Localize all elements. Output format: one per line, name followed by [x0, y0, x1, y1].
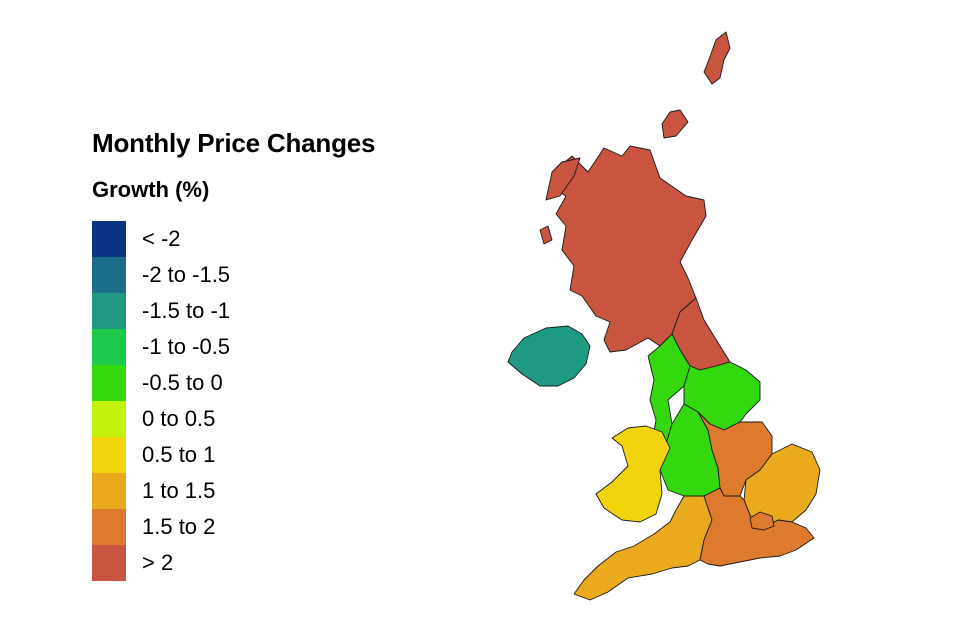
legend-label: 1.5 to 2 — [142, 514, 216, 539]
map-legend: Monthly Price Changes Growth (%) < -2 -2… — [92, 128, 376, 581]
legend-item: 1 to 1.5 — [92, 473, 375, 509]
region-scotland — [545, 157, 581, 201]
legend-title: Monthly Price Changes — [92, 128, 376, 158]
uk-regions-map — [507, 31, 821, 601]
region-northern-ireland — [507, 325, 591, 387]
region-scotland — [661, 109, 689, 139]
legend-swatch — [92, 221, 126, 257]
legend-swatch — [92, 473, 126, 509]
legend-item: -0.5 to 0 — [92, 365, 375, 401]
legend-label: 0.5 to 1 — [142, 442, 216, 467]
region-scotland — [539, 225, 553, 245]
legend-swatch — [92, 257, 126, 293]
legend-swatch — [92, 545, 126, 581]
legend-label: > 2 — [142, 550, 174, 575]
legend-swatch — [92, 365, 126, 401]
legend-subtitle: Growth (%) — [92, 177, 210, 202]
legend-swatch — [92, 401, 126, 437]
legend-label: -2 to -1.5 — [142, 262, 231, 287]
legend-item: -2 to -1.5 — [92, 257, 375, 293]
legend-items: < -2 -2 to -1.5 -1.5 to -1 -1 to -0.5 -0… — [92, 221, 375, 581]
legend-label: 1 to 1.5 — [142, 478, 216, 503]
legend-item: 0 to 0.5 — [92, 401, 375, 437]
legend-item: -1.5 to -1 — [92, 293, 375, 329]
legend-item: 1.5 to 2 — [92, 509, 375, 545]
region-scotland — [703, 31, 731, 85]
region-london — [749, 511, 775, 531]
region-wales — [595, 425, 671, 523]
region-north-west — [647, 333, 691, 445]
legend-label: -1 to -0.5 — [142, 334, 231, 359]
legend-item: < -2 — [92, 221, 375, 257]
legend-label: -1.5 to -1 — [142, 298, 231, 323]
legend-swatch — [92, 437, 126, 473]
legend-item: > 2 — [92, 545, 375, 581]
legend-label: < -2 — [142, 226, 181, 251]
legend-item: 0.5 to 1 — [92, 437, 375, 473]
legend-label: 0 to 0.5 — [142, 406, 216, 431]
legend-swatch — [92, 293, 126, 329]
legend-label: -0.5 to 0 — [142, 370, 223, 395]
legend-swatch — [92, 329, 126, 365]
legend-item: -1 to -0.5 — [92, 329, 375, 365]
legend-swatch — [92, 509, 126, 545]
